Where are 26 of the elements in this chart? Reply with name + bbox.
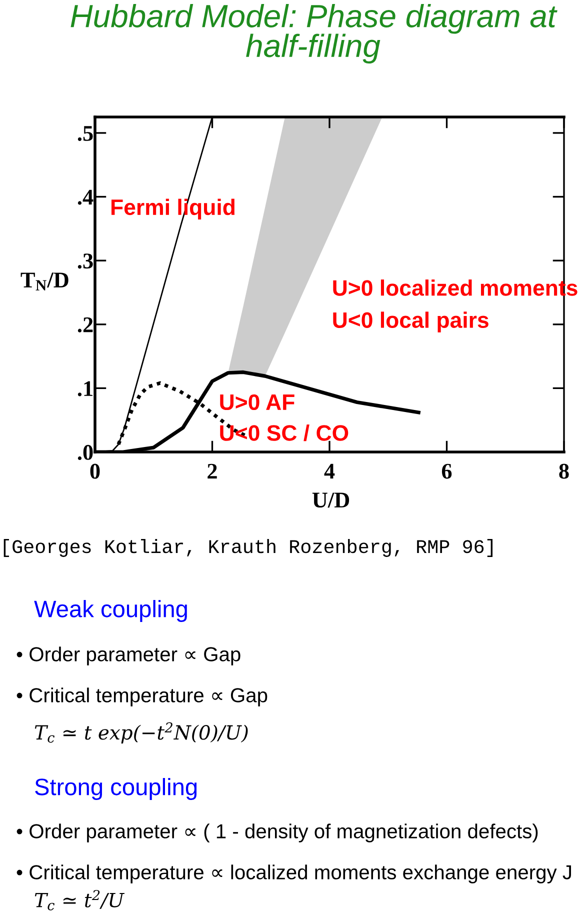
x-axis-title: U/D <box>312 492 350 508</box>
y-tick-label: .3 <box>78 254 93 269</box>
text: • Critical temperature ∝ localized moments exchange energy J <box>16 864 571 884</box>
text: • Order parameter ∝ ( 1 - density of magnetization defects) <box>16 824 538 842</box>
text: T$_{c}$ ≃ t exp(−t$^{2}$N(0)/U) <box>34 722 248 744</box>
x-tick-label: 2 <box>208 464 217 479</box>
x-tick-label: 0 <box>90 464 100 479</box>
x-tick-label: 8 <box>559 464 569 479</box>
y-tick-label: .4 <box>78 190 94 205</box>
text: • Critical temperature ∝ Gap <box>16 688 268 706</box>
y-tick-label: .1 <box>78 381 92 396</box>
text: • Order parameter ∝ Gap <box>16 646 240 666</box>
y-tick-label: .2 <box>78 317 93 332</box>
x-tick-label: 6 <box>442 464 452 479</box>
annotation: U<0 SC / CO <box>220 424 348 442</box>
y-tick-label: .5 <box>78 126 93 141</box>
chart-title: Hubbard Model: Phase diagram at half-filling <box>70 4 558 64</box>
annotation: U<0 local pairs <box>333 312 488 332</box>
x-tick-label: 4 <box>324 464 335 479</box>
text: Weak coupling <box>34 600 187 622</box>
annotation: U>0 AF <box>220 394 294 410</box>
text: [Georges Kotliar, Krauth Rozenberg, RMP 96] <box>4 539 492 557</box>
y-axis-title: T$_{N}$/D <box>20 272 68 290</box>
text: T$_{c}$ ≃ t$^{2}$/U <box>34 890 125 910</box>
y-tick-label: .0 <box>78 444 93 460</box>
text: Strong coupling <box>35 778 197 800</box>
